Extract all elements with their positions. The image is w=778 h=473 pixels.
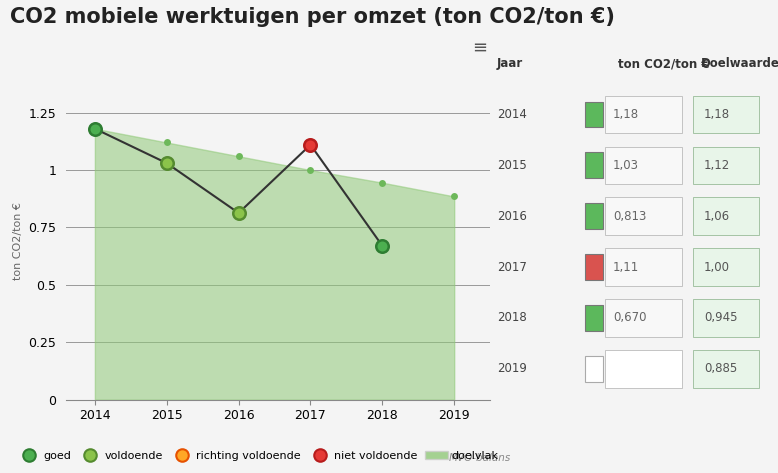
Bar (605, 248, 682, 286)
Text: 1,12: 1,12 (704, 159, 731, 172)
Bar (605, 350, 682, 388)
Bar (693, 299, 759, 337)
Text: 0,813: 0,813 (613, 210, 647, 223)
Text: 2018: 2018 (497, 311, 527, 324)
Bar (585, 254, 603, 280)
Bar (585, 102, 603, 127)
Bar (605, 147, 682, 184)
Bar (693, 96, 759, 133)
Text: 1,06: 1,06 (704, 210, 730, 223)
Text: 2015: 2015 (497, 159, 527, 172)
Text: ≡: ≡ (472, 38, 488, 56)
Text: 1,18: 1,18 (613, 108, 639, 121)
Bar (585, 305, 603, 331)
Text: 0,885: 0,885 (704, 362, 738, 375)
Text: 1,03: 1,03 (613, 159, 639, 172)
Text: 2016: 2016 (497, 210, 527, 223)
Text: 1,18: 1,18 (704, 108, 730, 121)
Text: MVO-balans: MVO-balans (449, 453, 511, 463)
Bar (605, 299, 682, 337)
Text: 0,670: 0,670 (613, 311, 647, 324)
Bar (693, 350, 759, 388)
Text: CO2 mobiele werktuigen per omzet (ton CO2/ton €): CO2 mobiele werktuigen per omzet (ton CO… (10, 7, 615, 27)
Text: 2014: 2014 (497, 108, 527, 121)
Bar (605, 96, 682, 133)
Bar (585, 203, 603, 229)
Y-axis label: ton CO2/ton €: ton CO2/ton € (13, 202, 23, 280)
Text: ton CO2/ton €: ton CO2/ton € (619, 57, 710, 70)
Bar (693, 248, 759, 286)
Bar (605, 197, 682, 235)
Text: 0,945: 0,945 (704, 311, 738, 324)
Bar (585, 152, 603, 178)
Bar (585, 356, 603, 382)
Text: Doelwaarde: Doelwaarde (701, 57, 778, 70)
Bar (693, 147, 759, 184)
Text: 1,00: 1,00 (704, 261, 730, 273)
Text: 2019: 2019 (497, 362, 527, 375)
Bar (693, 197, 759, 235)
Text: 2017: 2017 (497, 261, 527, 273)
Text: 1,11: 1,11 (613, 261, 639, 273)
Legend: goed, voldoende, richting voldoende, niet voldoende, doelvlak: goed, voldoende, richting voldoende, nie… (13, 446, 503, 465)
Text: Jaar: Jaar (497, 57, 523, 70)
